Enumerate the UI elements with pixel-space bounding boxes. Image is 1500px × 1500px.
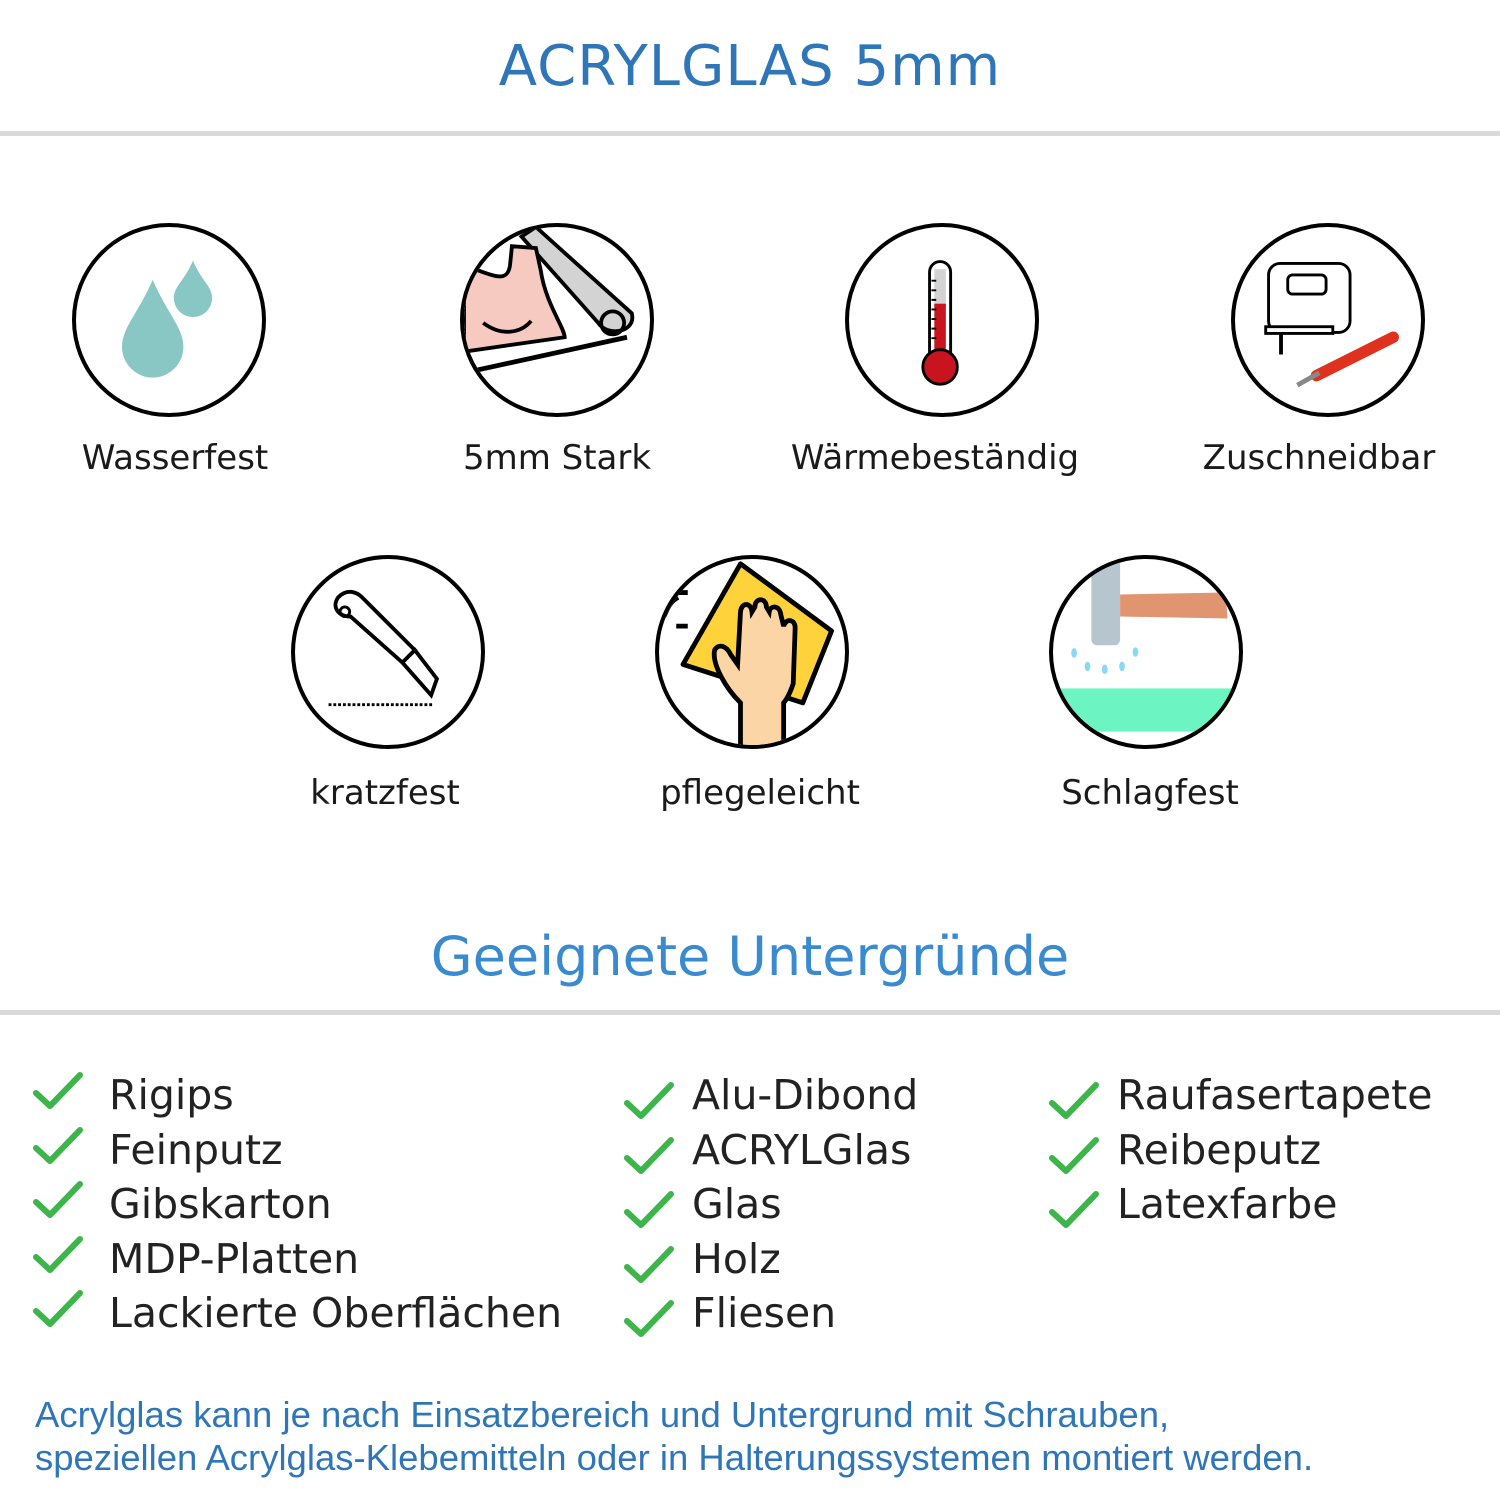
- surface-item: Glas: [624, 1177, 782, 1231]
- checkmark-icon: [1049, 1136, 1099, 1174]
- checkmark-icon: [1049, 1191, 1099, 1228]
- checkmark-icon: [624, 1191, 674, 1228]
- surface-label: Glas: [692, 1180, 782, 1228]
- surface-item: Feinputz: [33, 1123, 283, 1177]
- surface-item: MDP-Platten: [33, 1232, 359, 1286]
- feature-label-waermebestaendig: Wärmebeständig: [790, 438, 1080, 478]
- surface-label: Gibskarton: [109, 1180, 332, 1228]
- divider: [0, 1010, 1500, 1015]
- feature-label-kratzfest: kratzfest: [310, 773, 460, 813]
- checkmark-icon: [624, 1245, 674, 1283]
- thermometer-icon: [845, 223, 1039, 417]
- checkmark-icon: [33, 1235, 83, 1273]
- surface-item: Alu-Dibond: [624, 1068, 918, 1122]
- surface-label: Fliesen: [692, 1289, 837, 1337]
- surface-label: MDP-Platten: [109, 1234, 360, 1283]
- surface-item: ACRYLGlas: [624, 1123, 911, 1177]
- surface-item: Rigips: [33, 1068, 234, 1122]
- footer-line-2: speziellen Acrylglas-Klebemitteln oder i…: [35, 1437, 1314, 1478]
- checkmark-icon: [1049, 1082, 1099, 1119]
- surface-label: Reibeputz: [1117, 1125, 1322, 1174]
- jigsaw-cutter-icon: [1231, 223, 1425, 417]
- surface-label: Rigips: [109, 1071, 234, 1119]
- feature-label-schlagfest: Schlagfest: [1061, 773, 1239, 813]
- water-drops-icon: [72, 223, 266, 417]
- surface-label: Latexfarbe: [1117, 1180, 1338, 1228]
- page-title: ACRYLGLAS 5mm: [498, 34, 1002, 99]
- footer-line-1: Acrylglas kann je nach Einsatzbereich un…: [35, 1394, 1170, 1435]
- surface-item: Gibskarton: [33, 1177, 332, 1231]
- strong-arm-icon: [460, 223, 654, 417]
- checkmark-icon: [624, 1082, 674, 1119]
- surface-label: Alu-Dibond: [692, 1071, 919, 1119]
- feature-label-5mm-stark: 5mm Stark: [462, 438, 652, 478]
- checkmark-icon: [33, 1126, 83, 1164]
- divider: [0, 131, 1500, 136]
- checkmark-icon: [624, 1300, 674, 1337]
- cleaning-hand-icon: [655, 555, 849, 749]
- surface-label: Lackierte Oberflächen: [109, 1289, 563, 1337]
- hammer-icon: [1049, 555, 1243, 749]
- box-cutter-icon: [291, 555, 485, 749]
- feature-label-zuschneidbar: Zuschneidbar: [1202, 438, 1436, 478]
- surface-item: Holz: [624, 1232, 781, 1286]
- surface-item: Reibeputz: [1049, 1123, 1321, 1177]
- surface-label: Raufasertapete: [1117, 1071, 1433, 1119]
- footer-note: Acrylglas kann je nach Einsatzbereich un…: [35, 1393, 1313, 1479]
- surfaces-title: Geeignete Untergründe: [430, 925, 1070, 988]
- checkmark-icon: [624, 1136, 674, 1174]
- surface-label: Feinputz: [109, 1125, 283, 1174]
- feature-label-pflegeleicht: pflegeleicht: [660, 773, 860, 813]
- surface-item: Raufasertapete: [1049, 1068, 1432, 1122]
- surface-label: ACRYLGlas: [692, 1125, 912, 1174]
- surface-item: Lackierte Oberflächen: [33, 1286, 562, 1340]
- surface-item: Fliesen: [624, 1286, 836, 1340]
- surface-label: Holz: [692, 1234, 781, 1283]
- feature-label-wasserfest: Wasserfest: [81, 438, 269, 478]
- checkmark-icon: [33, 1072, 83, 1109]
- checkmark-icon: [33, 1181, 83, 1218]
- surface-item: Latexfarbe: [1049, 1177, 1337, 1231]
- checkmark-icon: [33, 1290, 83, 1327]
